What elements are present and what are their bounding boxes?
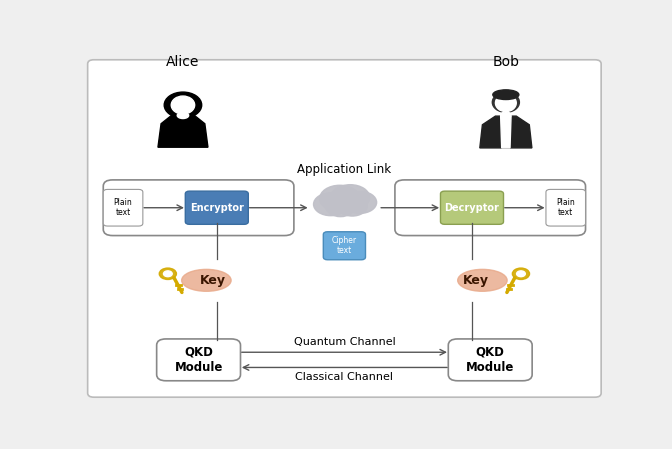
Circle shape — [512, 268, 530, 279]
Circle shape — [159, 268, 177, 279]
Ellipse shape — [177, 112, 189, 119]
Circle shape — [163, 271, 172, 277]
Text: Application Link: Application Link — [297, 163, 392, 176]
Ellipse shape — [171, 96, 195, 114]
Text: Quantum Channel: Quantum Channel — [294, 337, 395, 348]
Text: Decryptor: Decryptor — [445, 203, 499, 213]
Text: Cipher
text: Cipher text — [332, 236, 357, 255]
Ellipse shape — [495, 94, 516, 112]
Circle shape — [326, 198, 355, 216]
Text: QKD
Module: QKD Module — [466, 346, 514, 374]
Ellipse shape — [493, 90, 519, 100]
FancyBboxPatch shape — [87, 60, 601, 397]
Text: Key: Key — [463, 274, 489, 287]
FancyBboxPatch shape — [546, 189, 585, 226]
Polygon shape — [480, 116, 532, 148]
FancyBboxPatch shape — [440, 191, 503, 224]
Text: QKD
Module: QKD Module — [175, 346, 222, 374]
Text: Classical Channel: Classical Channel — [296, 372, 393, 382]
Ellipse shape — [501, 112, 511, 118]
FancyBboxPatch shape — [448, 339, 532, 381]
Circle shape — [343, 191, 376, 213]
Circle shape — [314, 193, 348, 216]
Ellipse shape — [181, 269, 231, 291]
Text: Key: Key — [200, 274, 226, 287]
FancyBboxPatch shape — [323, 232, 366, 260]
FancyBboxPatch shape — [185, 191, 249, 224]
Ellipse shape — [458, 269, 507, 291]
FancyBboxPatch shape — [395, 180, 585, 236]
Polygon shape — [501, 116, 511, 148]
Ellipse shape — [164, 92, 202, 118]
Circle shape — [320, 185, 360, 212]
FancyBboxPatch shape — [103, 180, 294, 236]
Ellipse shape — [493, 92, 519, 112]
FancyBboxPatch shape — [103, 189, 143, 226]
Text: Plain
text: Plain text — [114, 198, 132, 217]
Circle shape — [517, 271, 526, 277]
Text: Plain
text: Plain text — [556, 198, 575, 217]
Text: Alice: Alice — [166, 55, 200, 70]
Text: Encryptor: Encryptor — [190, 203, 244, 213]
Circle shape — [337, 196, 367, 216]
FancyBboxPatch shape — [157, 339, 241, 381]
Circle shape — [331, 185, 370, 211]
Text: Bob: Bob — [493, 55, 519, 70]
Polygon shape — [158, 115, 208, 147]
